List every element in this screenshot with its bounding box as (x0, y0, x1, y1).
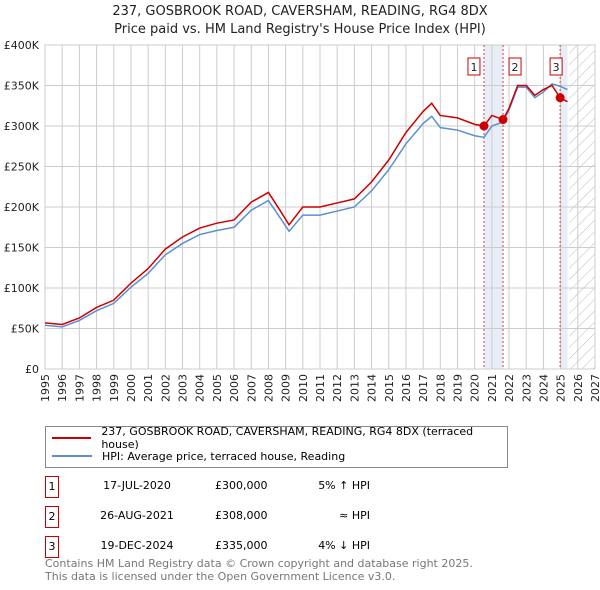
sale-point (498, 115, 508, 125)
x-tick-label: 2017 (417, 374, 430, 402)
x-tick-label: 2001 (142, 374, 155, 402)
x-tick-label: 2010 (297, 374, 310, 402)
x-tick-label: 2016 (400, 374, 413, 402)
transaction-hpi-relation: 4% ↓ HPI (318, 539, 370, 552)
transaction-hpi-relation: 5% ↑ HPI (318, 479, 370, 492)
sale-label: 3 (553, 61, 560, 74)
chart-title: 237, GOSBROOK ROAD, CAVERSHAM, READING, … (112, 4, 488, 19)
x-tick-label: 2021 (486, 374, 499, 402)
sale-label: 2 (512, 61, 519, 74)
x-tick-label: 2004 (194, 374, 207, 402)
legend-item-hpi: HPI: Average price, terraced house, Read… (52, 448, 345, 464)
sale-label-box (508, 57, 522, 76)
x-tick-label: 2000 (125, 374, 138, 402)
x-tick-label: 2015 (383, 374, 396, 402)
x-tick-label: 2009 (280, 374, 293, 402)
y-tick-label: £50K (11, 323, 40, 336)
x-tick-label: 2013 (348, 374, 361, 402)
y-tick-label: £150K (4, 242, 40, 255)
x-tick-label: 2027 (589, 374, 600, 402)
x-tick-label: 2023 (520, 374, 533, 402)
property-price-line (44, 84, 568, 326)
x-tick-label: 2003 (177, 374, 190, 402)
x-tick-label: 1997 (73, 374, 86, 402)
blue-line-swatch (52, 455, 92, 457)
sale-label: 1 (470, 61, 477, 74)
x-tick-label: 2026 (572, 374, 585, 402)
transaction-date: 26-AUG-2021 (100, 509, 174, 522)
transaction-row: 1 17-JUL-2020 £300,000 5% ↑ HPI (45, 476, 445, 498)
y-tick-label: £400K (4, 39, 40, 52)
y-tick-label: £300K (4, 120, 40, 133)
chart-subtitle: Price paid vs. HM Land Registry's House … (114, 22, 486, 37)
x-tick-label: 2018 (434, 374, 447, 402)
y-tick-label: £250K (4, 161, 40, 174)
x-tick-label: 1999 (108, 374, 121, 402)
x-tick-label: 2024 (537, 374, 550, 402)
x-tick-label: 2022 (503, 374, 516, 402)
transaction-marker: 1 (45, 476, 59, 498)
legend-item-property: 237, GOSBROOK ROAD, CAVERSHAM, READING, … (52, 425, 507, 451)
footer-copyright: Contains HM Land Registry data © Crown c… (45, 557, 473, 570)
legend: 237, GOSBROOK ROAD, CAVERSHAM, READING, … (45, 425, 508, 468)
transaction-marker: 3 (45, 536, 59, 558)
x-tick-label: 2025 (555, 374, 568, 402)
legend-label: HPI: Average price, terraced house, Read… (102, 449, 346, 463)
transaction-row: 2 26-AUG-2021 £308,000 ≈ HPI (45, 506, 445, 528)
sale-label-box (549, 57, 563, 76)
price-chart: 1995 1996 1997 1998 1999 2000 2001 2002 2003 2004… (4, 39, 600, 402)
x-tick-label: 1995 (39, 374, 52, 402)
transaction-date: 19-DEC-2024 (100, 539, 174, 552)
transaction-row: 3 19-DEC-2024 £335,000 4% ↓ HPI (45, 536, 445, 558)
transaction-price: £300,000 (215, 479, 268, 492)
y-tick-label: £350K (4, 80, 40, 93)
x-tick-label: 2019 (452, 374, 465, 402)
legend-label: 237, GOSBROOK ROAD, CAVERSHAM, READING, … (101, 425, 474, 451)
x-tick-label: 2011 (314, 374, 327, 402)
y-tick-label: £200K (4, 201, 40, 214)
x-tick-label: 2007 (245, 374, 258, 402)
sale-label-box (467, 57, 481, 76)
x-tick-label: 2014 (366, 374, 379, 402)
transaction-price: £335,000 (215, 539, 268, 552)
x-tick-label: 2020 (469, 374, 482, 402)
x-tick-label: 2005 (211, 374, 224, 402)
y-tick-label: £100K (4, 282, 40, 295)
transaction-hpi-relation: ≈ HPI (339, 509, 370, 522)
y-tick-label: £0 (25, 363, 39, 376)
x-tick-label: 2008 (262, 374, 275, 402)
x-tick-label: 2012 (331, 374, 344, 402)
plot-frame (44, 44, 596, 370)
x-tick-label: 2006 (228, 374, 241, 402)
sale-point (479, 121, 489, 131)
x-tick-label: 1998 (91, 374, 104, 402)
transaction-marker: 2 (45, 506, 59, 528)
x-tick-label: 2002 (159, 374, 172, 402)
x-tick-label: 1996 (56, 374, 69, 402)
red-line-swatch (52, 437, 92, 439)
transaction-date: 17-JUL-2020 (103, 479, 171, 492)
transaction-price: £308,000 (215, 509, 268, 522)
sale-point (555, 93, 565, 103)
footer-licence: This data is licensed under the Open Gov… (45, 570, 396, 583)
